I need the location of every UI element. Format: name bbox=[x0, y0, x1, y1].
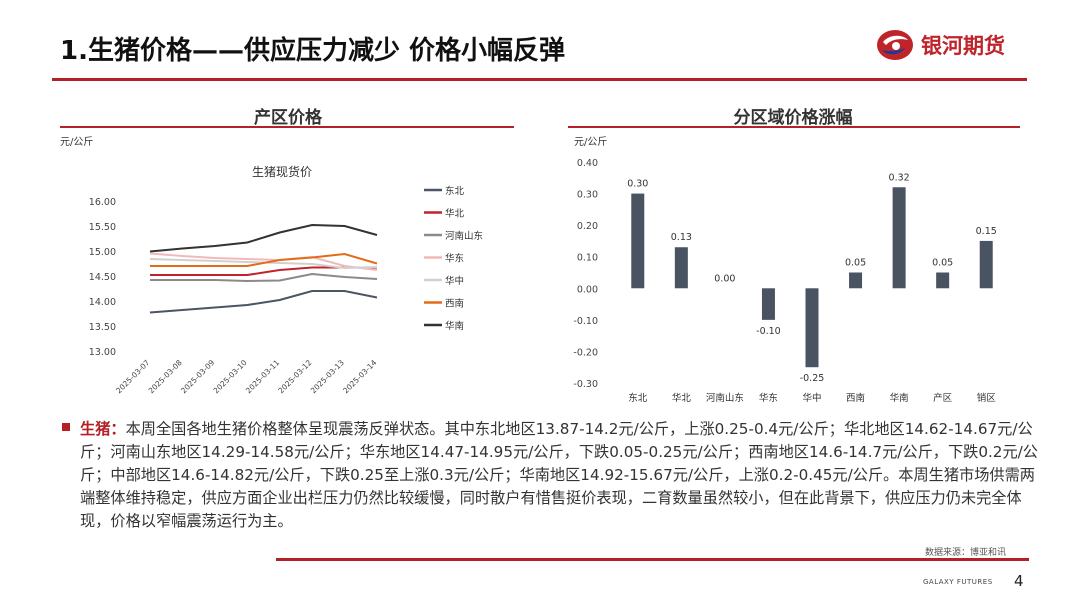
right-panel-rule bbox=[568, 126, 1020, 128]
series-line bbox=[149, 223, 378, 253]
legend-label: 华中 bbox=[445, 275, 464, 287]
bar bbox=[979, 240, 993, 289]
legend-label: 河南山东 bbox=[445, 230, 483, 242]
category-label: 华南 bbox=[890, 392, 909, 404]
right-panel-title: 分区域价格涨幅 bbox=[733, 108, 853, 128]
x-tick-label: 2025-03-08 bbox=[147, 358, 184, 395]
line-chart-title: 生猪现货价 bbox=[252, 164, 312, 179]
page-title: 1.生猪价格——供应压力减少 价格小幅反弹 bbox=[60, 36, 566, 66]
bullet-square bbox=[62, 423, 70, 431]
y-tick-label: 0.20 bbox=[577, 221, 598, 232]
category-label: 河南山东 bbox=[706, 392, 744, 404]
bar-value-label: 0.13 bbox=[671, 232, 692, 243]
series-line bbox=[150, 272, 378, 283]
y-tick-label: 13.50 bbox=[89, 322, 116, 333]
legend-label: 华东 bbox=[445, 253, 464, 265]
category-label: 华东 bbox=[759, 392, 778, 404]
y-tick-label: 0.40 bbox=[577, 158, 598, 169]
category-label: 华中 bbox=[802, 392, 821, 404]
y-tick-label: 14.00 bbox=[89, 297, 116, 308]
x-tick-label: 2025-03-12 bbox=[276, 358, 313, 395]
category-label: 产区 bbox=[933, 392, 953, 404]
bar bbox=[849, 272, 863, 289]
logo-text: 银河期货 bbox=[921, 34, 1005, 58]
y-tick-label: -0.10 bbox=[573, 316, 598, 327]
series-line bbox=[149, 290, 378, 314]
spot-price-line-chart: 生猪现货价 16.00 15.50 15.00 14.50 14.00 13.50 13.0… bbox=[89, 164, 483, 395]
y-tick-label: 13.00 bbox=[89, 347, 116, 358]
y-tick-label: 0.10 bbox=[577, 253, 598, 264]
y-tick-label: 14.50 bbox=[89, 272, 116, 283]
bar-value-label: 0.32 bbox=[889, 172, 910, 183]
y-tick-label: 15.50 bbox=[89, 222, 116, 233]
regional-change-bar-chart: 0.40 0.30 0.20 0.10 0.00 -0.10 -0.20 -0.30 0.30… bbox=[573, 158, 997, 404]
page-number: 4 bbox=[1014, 572, 1024, 590]
y-tick-label: 16.00 bbox=[89, 197, 116, 208]
category-label: 销区 bbox=[977, 392, 997, 404]
legend-label: 华南 bbox=[445, 320, 464, 332]
bar bbox=[805, 288, 819, 368]
bar bbox=[892, 187, 906, 289]
x-tick-label: 2025-03-14 bbox=[341, 358, 378, 395]
category-label: 东北 bbox=[628, 392, 648, 404]
y-tick-label: 15.00 bbox=[89, 247, 116, 258]
bar-value-label: 0.05 bbox=[845, 258, 866, 269]
y-tick-label: 0.00 bbox=[577, 284, 598, 295]
x-tick-label: 2025-03-10 bbox=[212, 358, 249, 395]
y-tick-label: -0.30 bbox=[573, 379, 598, 390]
bar-value-label: 0.05 bbox=[932, 258, 953, 269]
bar bbox=[631, 193, 645, 289]
series-line bbox=[150, 252, 378, 267]
bar-value-label: 0.15 bbox=[976, 226, 997, 237]
left-panel-unit: 元/公斤 bbox=[60, 137, 94, 148]
legend-label: 东北 bbox=[445, 185, 465, 197]
bar bbox=[936, 272, 950, 289]
galaxy-logo-icon bbox=[877, 30, 913, 60]
data-source: 数据来源：博亚和讯 bbox=[925, 548, 1007, 558]
commentary-text: 本周全国各地生猪价格整体呈现震荡反弹状态。其中东北地区13.87-14.2元/公… bbox=[80, 420, 1038, 530]
x-tick-label: 2025-03-13 bbox=[309, 358, 346, 395]
bar bbox=[674, 247, 688, 289]
y-tick-label: -0.20 bbox=[573, 347, 598, 358]
bar-value-label: -0.10 bbox=[756, 326, 781, 337]
bar-value-label: 0.00 bbox=[714, 273, 735, 284]
footer-divider bbox=[276, 558, 1029, 561]
commentary-lead: 生猪： bbox=[80, 420, 126, 438]
right-panel-unit: 元/公斤 bbox=[574, 137, 608, 148]
commentary-paragraph: 生猪：本周全国各地生猪价格整体呈现震荡反弹状态。其中东北地区13.87-14.2… bbox=[80, 418, 1040, 533]
left-panel-rule bbox=[60, 126, 514, 128]
x-tick-label: 2025-03-11 bbox=[244, 358, 281, 395]
bar bbox=[761, 288, 775, 320]
footer-brand: GALAXY FUTURES bbox=[923, 578, 993, 586]
header-divider bbox=[52, 78, 1027, 81]
x-tick-label: 2025-03-09 bbox=[179, 358, 216, 395]
category-label: 华北 bbox=[672, 392, 692, 404]
legend-label: 华北 bbox=[445, 208, 465, 220]
legend-label: 西南 bbox=[445, 298, 464, 310]
x-tick-label: 2025-03-07 bbox=[114, 358, 151, 395]
left-panel-title: 产区价格 bbox=[254, 108, 322, 128]
series-line bbox=[149, 252, 378, 271]
company-logo: 银河期货 bbox=[875, 28, 1005, 62]
bar-value-label: -0.25 bbox=[800, 373, 825, 384]
category-label: 西南 bbox=[846, 392, 865, 404]
bar-value-label: 0.30 bbox=[627, 179, 648, 190]
y-tick-label: 0.30 bbox=[577, 190, 598, 201]
